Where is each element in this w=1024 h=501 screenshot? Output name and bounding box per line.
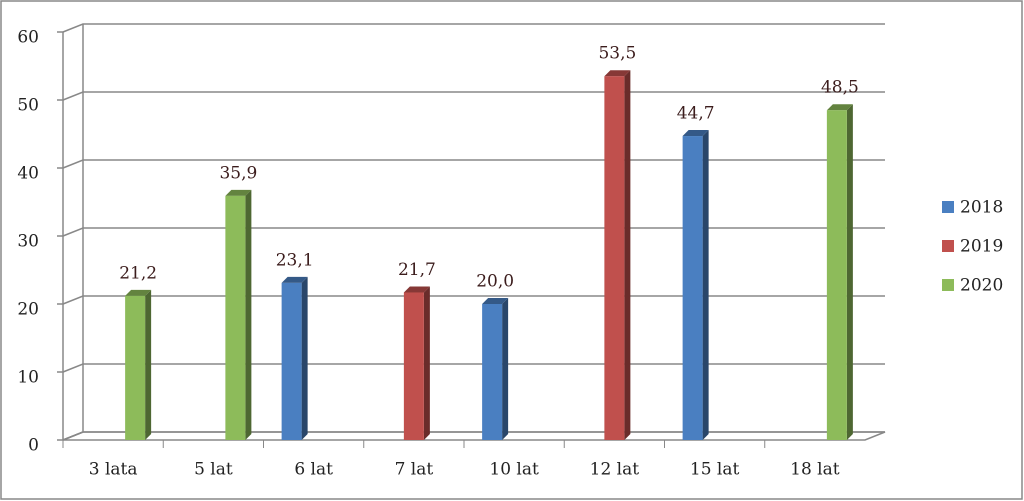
value-label: 21,2 [119, 263, 157, 283]
y-tick-label: 20 [17, 300, 39, 320]
bar-top [682, 130, 709, 137]
bar-side [702, 130, 709, 441]
value-label: 23,1 [276, 250, 314, 270]
bar-side [502, 298, 509, 440]
grid-line [62, 23, 885, 33]
y-tick-label: 60 [17, 28, 39, 48]
x-tick-label: 5 lat [194, 460, 233, 480]
value-label: 20,0 [476, 272, 514, 292]
bar [826, 110, 847, 440]
bar [482, 304, 503, 440]
bar-side [145, 289, 152, 440]
x-tick-label: 10 lat [489, 460, 539, 480]
bar [604, 76, 625, 440]
bar-side [423, 286, 430, 440]
value-label: 53,5 [598, 44, 636, 64]
y-tick-label: 10 [17, 368, 39, 388]
bar [225, 195, 246, 440]
bar [403, 292, 424, 440]
x-tick-label: 18 lat [790, 460, 840, 480]
bar-side [245, 189, 252, 440]
x-tick-label: 12 lat [590, 460, 640, 480]
legend-swatch [942, 240, 954, 252]
legend-label: 2019 [960, 237, 1003, 257]
value-label: 35,9 [219, 163, 257, 183]
value-label: 21,7 [398, 260, 436, 280]
legend-label: 2020 [960, 276, 1003, 296]
bar-side [846, 104, 853, 440]
y-tick-label: 0 [28, 436, 39, 456]
bar [281, 282, 302, 440]
bar-side [624, 70, 631, 440]
x-tick-label: 15 lat [690, 460, 740, 480]
bar-top [826, 104, 853, 111]
bar-top [604, 70, 631, 77]
value-label: 44,7 [677, 104, 715, 124]
bar-top [482, 298, 509, 304]
x-tick-label: 6 lat [294, 460, 333, 480]
bar [682, 136, 703, 441]
legend-label: 2018 [960, 198, 1003, 218]
y-tick-label: 30 [17, 232, 39, 252]
x-tick-label: 3 lata [89, 460, 138, 480]
y-tick-label: 40 [17, 164, 39, 184]
bar-top [403, 286, 430, 293]
value-label: 48,5 [821, 78, 859, 98]
bar-top [225, 189, 252, 196]
bar-top [125, 289, 152, 296]
legend-swatch [942, 201, 954, 213]
bar-top [281, 276, 308, 283]
bar-side [301, 276, 308, 440]
y-tick-label: 50 [17, 96, 39, 116]
x-tick-label: 7 lat [395, 460, 434, 480]
legend-swatch [942, 279, 954, 291]
bar [125, 295, 146, 440]
